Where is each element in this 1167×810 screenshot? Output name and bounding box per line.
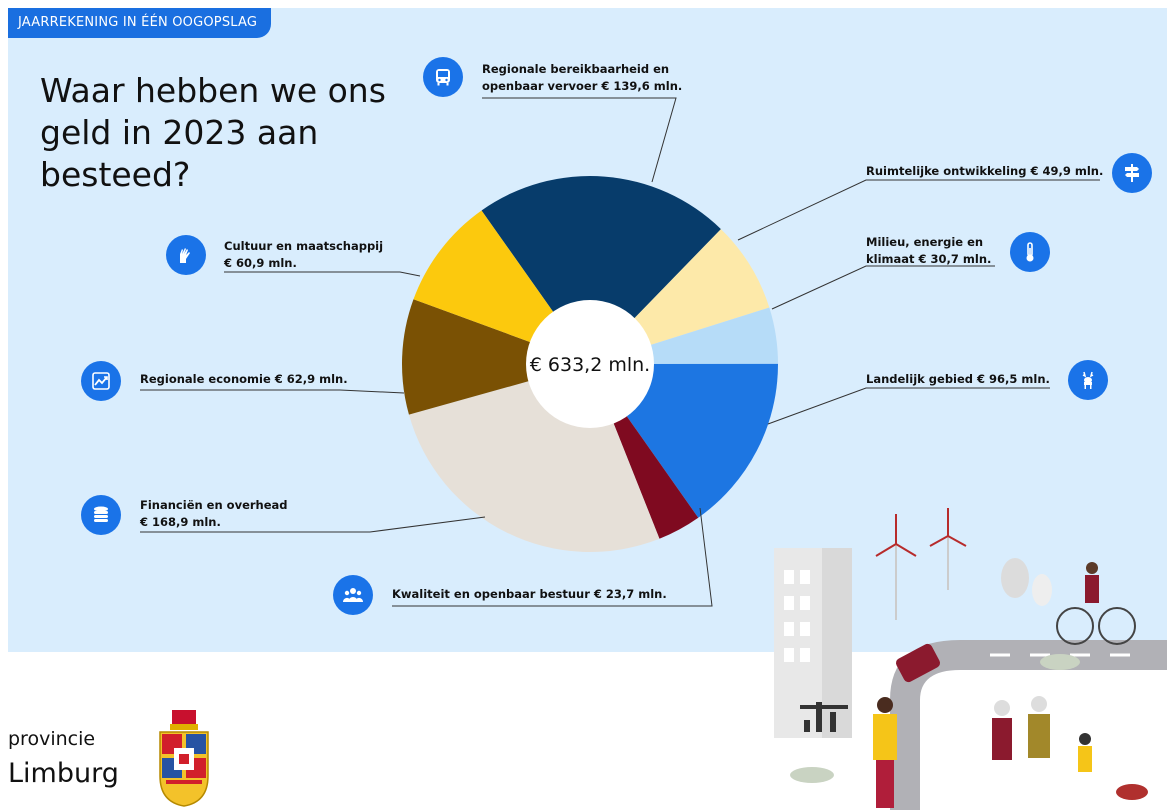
limburg-coat-of-arms bbox=[159, 710, 209, 807]
pie-slice-1 bbox=[481, 176, 721, 364]
logo-provincie: provincie bbox=[8, 728, 96, 750]
bus-icon bbox=[423, 57, 463, 97]
page-title: Waar hebben we ons geld in 2023 aan best… bbox=[40, 71, 386, 194]
label-milieu: Milieu, energie en klimaat € 30,7 mln. bbox=[866, 235, 992, 266]
label-transport: Regionale bereikbaarheid en openbaar verv… bbox=[482, 62, 683, 93]
leader-line-financien bbox=[140, 516, 486, 533]
leader-line-landelijk bbox=[767, 387, 1050, 425]
signpost-icon bbox=[1112, 153, 1152, 193]
leader-line-kwaliteit bbox=[392, 507, 713, 607]
label-economie: Regionale economie € 62,9 mln. bbox=[140, 372, 348, 386]
donut-hole bbox=[526, 300, 654, 428]
leader-line-economie bbox=[140, 389, 405, 394]
coins-icon bbox=[81, 495, 121, 535]
logo-limburg: Limburg bbox=[8, 758, 119, 789]
illustration-city-scene bbox=[774, 508, 1167, 810]
label-kwaliteit: Kwaliteit en openbaar bestuur € 23,7 mln… bbox=[392, 587, 667, 601]
thermometer-icon bbox=[1010, 232, 1050, 272]
hands-icon bbox=[166, 235, 206, 275]
label-ruimte: Ruimtelijke ontwikkeling € 49,9 mln. bbox=[866, 164, 1104, 178]
center-total-label: € 633,2 mln. bbox=[530, 354, 650, 376]
trend-chart-icon bbox=[81, 361, 121, 401]
deer-icon bbox=[1068, 360, 1108, 400]
header-tag: JAARREKENING IN ÉÉN OOGOPSLAG bbox=[8, 8, 272, 38]
label-financien: Financiën en overhead € 168,9 mln. bbox=[140, 498, 288, 529]
leader-line-milieu bbox=[771, 265, 995, 310]
label-landelijk: Landelijk gebied € 96,5 mln. bbox=[866, 372, 1050, 386]
label-cultuur: Cultuur en maatschappij € 60,9 mln. bbox=[224, 239, 384, 270]
pie-slice-7 bbox=[402, 299, 590, 415]
leader-line-transport bbox=[482, 97, 677, 183]
leader-line-cultuur bbox=[224, 271, 421, 277]
leader-line-ruimte bbox=[737, 179, 1100, 241]
people-icon bbox=[333, 575, 373, 615]
